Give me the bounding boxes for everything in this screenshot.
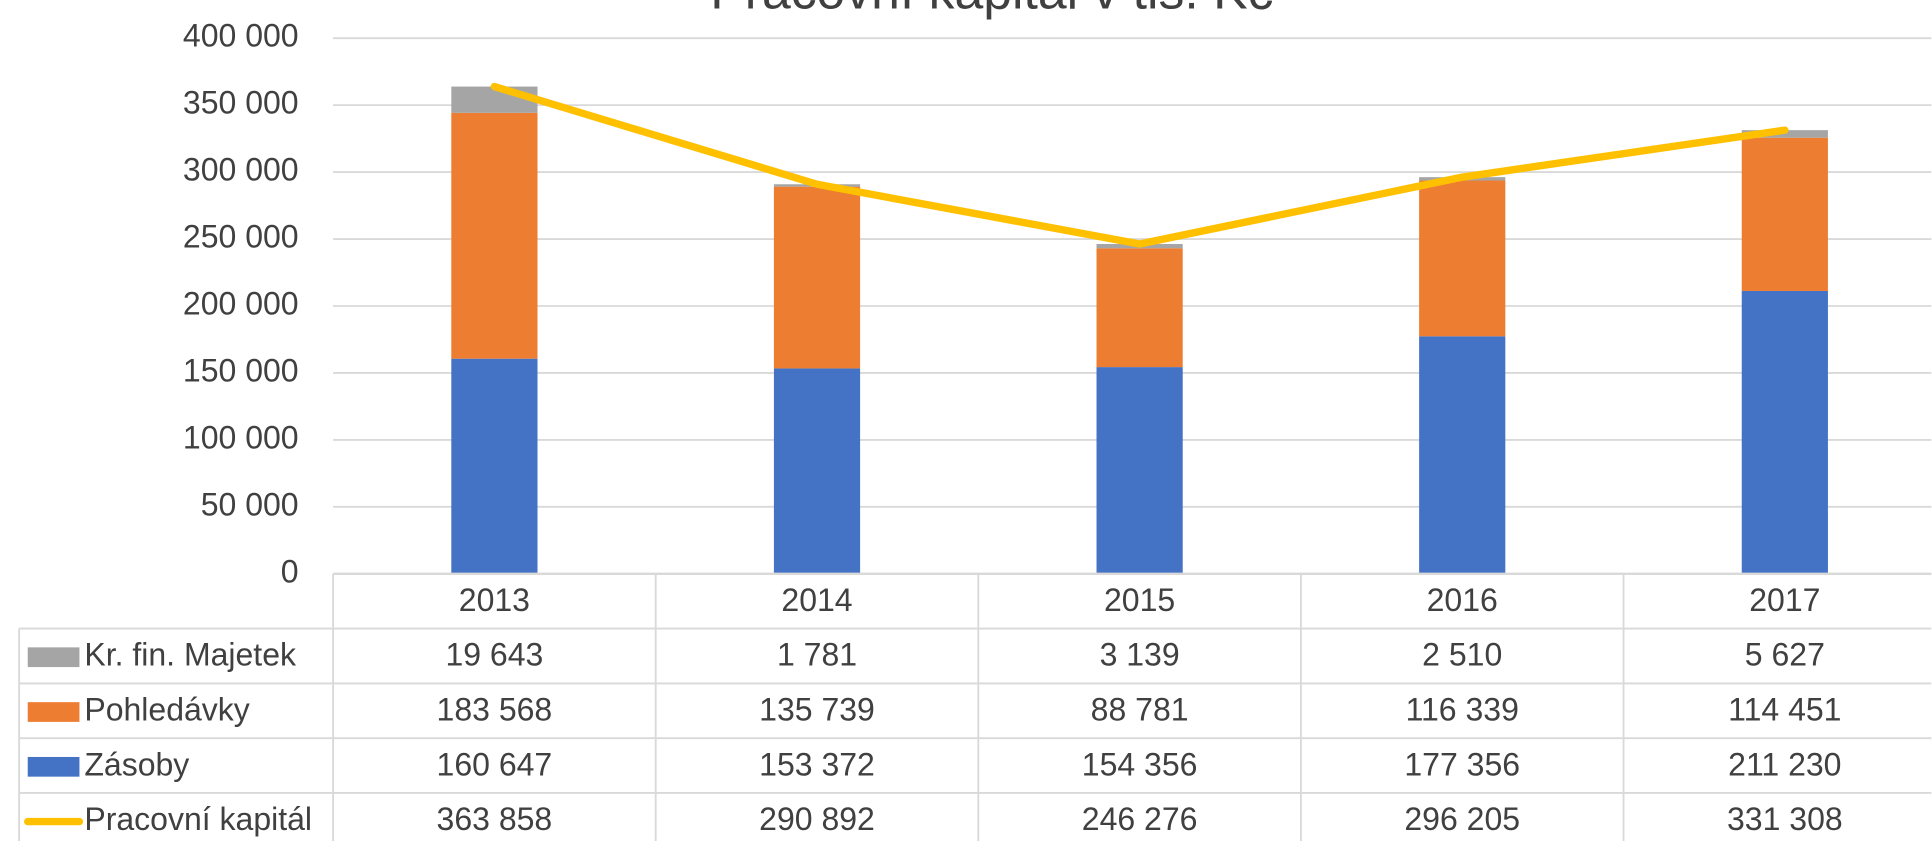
table-value: 88 781 (1091, 691, 1189, 727)
bar-segment (451, 358, 538, 574)
y-tick-label: 0 (281, 553, 299, 589)
x-tick-label: 2017 (1749, 582, 1820, 618)
bar-segment (451, 112, 538, 359)
x-tick-label: 2016 (1427, 582, 1498, 618)
table-value: 2 510 (1422, 637, 1502, 673)
bar-segment (1419, 180, 1506, 337)
table-value: 135 739 (759, 691, 875, 727)
table-value: 1 781 (777, 637, 857, 673)
bar-segment (773, 186, 861, 369)
y-tick-label: 300 000 (183, 152, 299, 188)
y-tick-label: 100 000 (183, 419, 299, 455)
table-value: 3 139 (1100, 637, 1180, 673)
legend-label: Zásoby (84, 746, 189, 782)
bar-segment (1096, 367, 1183, 574)
legend-key (27, 756, 80, 777)
table-value: 290 892 (759, 801, 875, 837)
table-value: 183 568 (437, 691, 553, 727)
y-tick-label: 250 000 (183, 218, 299, 254)
legend-label: Pohledávky (84, 691, 249, 727)
table-value: 363 858 (437, 801, 553, 837)
bar-segment (773, 368, 861, 574)
x-tick-label: 2013 (459, 582, 530, 618)
legend-key (27, 647, 80, 668)
table-value: 296 205 (1404, 801, 1520, 837)
table-value: 246 276 (1082, 801, 1198, 837)
y-tick-label: 400 000 (183, 18, 299, 54)
table-value: 177 356 (1404, 746, 1520, 782)
legend-label: Kr. fin. Majetek (84, 637, 297, 673)
legend-label: Pracovní kapitál (84, 801, 312, 837)
table-value: 19 643 (445, 637, 543, 673)
legend-key (27, 702, 80, 722)
bar-segment (1741, 130, 1828, 138)
table-value: 153 372 (759, 746, 875, 782)
table-value: 211 230 (1728, 746, 1841, 782)
table-value: 114 451 (1728, 691, 1841, 727)
y-tick-label: 150 000 (183, 352, 299, 388)
y-tick-label: 50 000 (201, 486, 299, 522)
table-value: 331 308 (1727, 801, 1843, 837)
y-tick-label: 350 000 (183, 85, 299, 121)
bar-segment (1419, 336, 1506, 574)
table-value: 116 339 (1406, 691, 1519, 727)
chart-title: Pracovní kapitál v tis. Kč (710, 0, 1273, 20)
x-tick-label: 2014 (781, 582, 852, 618)
bar-segment (1741, 290, 1828, 574)
bar-segment (1741, 137, 1828, 291)
y-tick-label: 200 000 (183, 285, 299, 321)
table-value: 154 356 (1082, 746, 1198, 782)
table-value: 5 627 (1745, 637, 1825, 673)
bar-segment (451, 86, 538, 113)
line-series (490, 82, 1789, 248)
bar-segment (1096, 248, 1183, 368)
table-value: 160 647 (437, 746, 553, 782)
x-tick-label: 2015 (1104, 582, 1175, 618)
